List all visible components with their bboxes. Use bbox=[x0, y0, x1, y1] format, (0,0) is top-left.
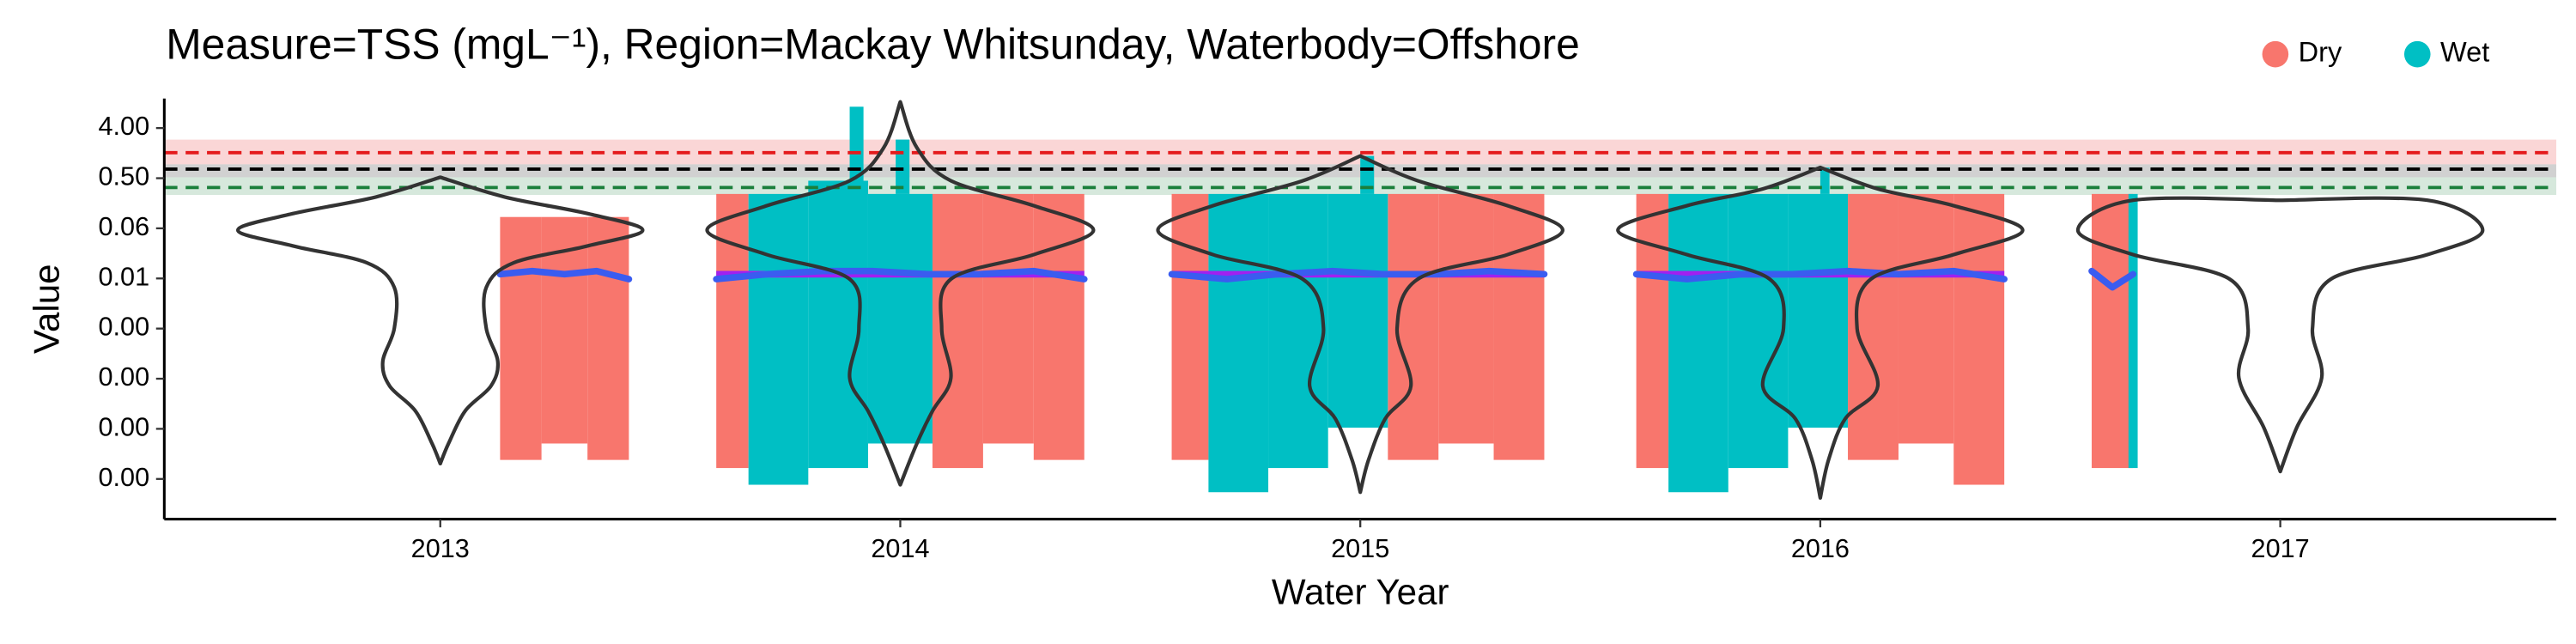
x-tick-label: 2016 bbox=[1791, 534, 1850, 563]
chart-title: Measure=TSS (mgL⁻¹), Region=Mackay Whits… bbox=[166, 21, 1580, 69]
point-cloud bbox=[1268, 193, 1328, 469]
y-tick-label: 0.00 bbox=[99, 463, 150, 492]
x-tick-label: 2017 bbox=[2251, 534, 2310, 563]
violin bbox=[1616, 165, 2025, 501]
y-tick-label: 0.06 bbox=[99, 212, 150, 241]
y-tick-label: 0.00 bbox=[99, 362, 150, 392]
y-tick-label: 0.01 bbox=[99, 262, 150, 291]
y-tick-label: 0.00 bbox=[99, 413, 150, 442]
trend-line bbox=[496, 267, 2137, 291]
point-cloud bbox=[1360, 155, 1375, 194]
point-cloud bbox=[1438, 193, 1494, 444]
point-cloud bbox=[1171, 193, 1209, 460]
legend-label: Dry bbox=[2299, 37, 2342, 68]
y-tick-label: 4.00 bbox=[99, 112, 150, 141]
point-cloud bbox=[982, 193, 1034, 444]
point-cloud bbox=[1033, 193, 1084, 460]
x-axis-label: Water Year bbox=[1272, 572, 1449, 612]
point-cloud bbox=[500, 216, 542, 460]
point-cloud bbox=[1788, 193, 1849, 428]
point-cloud bbox=[1636, 193, 1669, 469]
plot-area: 4.00 0.50 0.06 0.01 0.00 0.00 0.00 0.00 2013 2014… bbox=[99, 98, 2557, 563]
legend-label: Wet bbox=[2440, 37, 2489, 68]
x-tick-label: 2014 bbox=[871, 534, 929, 563]
point-cloud bbox=[1668, 193, 1728, 493]
point-cloud bbox=[1728, 193, 1789, 469]
legend-swatch bbox=[2403, 40, 2431, 68]
point-cloud bbox=[587, 216, 629, 460]
x-tick-label: 2013 bbox=[411, 534, 470, 563]
violin bbox=[2075, 196, 2485, 474]
violin bbox=[235, 175, 645, 466]
point-cloud bbox=[1820, 167, 1830, 194]
point-cloud bbox=[896, 139, 910, 194]
y-axis-label: Value bbox=[27, 264, 67, 354]
point-cloud bbox=[2091, 193, 2134, 469]
point-cloud bbox=[1493, 193, 1545, 460]
point-cloud bbox=[716, 193, 749, 469]
y-tick-label: 0.00 bbox=[99, 313, 150, 342]
x-tick-label: 2015 bbox=[1331, 534, 1389, 563]
point-cloud bbox=[1208, 193, 1269, 493]
point-cloud bbox=[1953, 193, 2005, 485]
point-cloud bbox=[849, 106, 864, 194]
point-cloud bbox=[1327, 193, 1388, 428]
violin bbox=[705, 100, 1096, 487]
y-tick-label: 0.50 bbox=[99, 162, 150, 191]
point-cloud bbox=[2128, 193, 2138, 469]
point-cloud bbox=[748, 193, 809, 485]
point-cloud bbox=[867, 193, 933, 444]
legend-swatch bbox=[2262, 40, 2289, 68]
legend: Dry Wet bbox=[2262, 37, 2489, 68]
point-cloud bbox=[1898, 193, 1954, 444]
violin bbox=[1156, 154, 1565, 495]
